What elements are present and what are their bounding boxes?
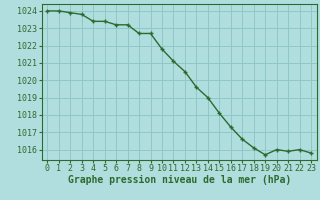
X-axis label: Graphe pression niveau de la mer (hPa): Graphe pression niveau de la mer (hPa)	[68, 175, 291, 185]
